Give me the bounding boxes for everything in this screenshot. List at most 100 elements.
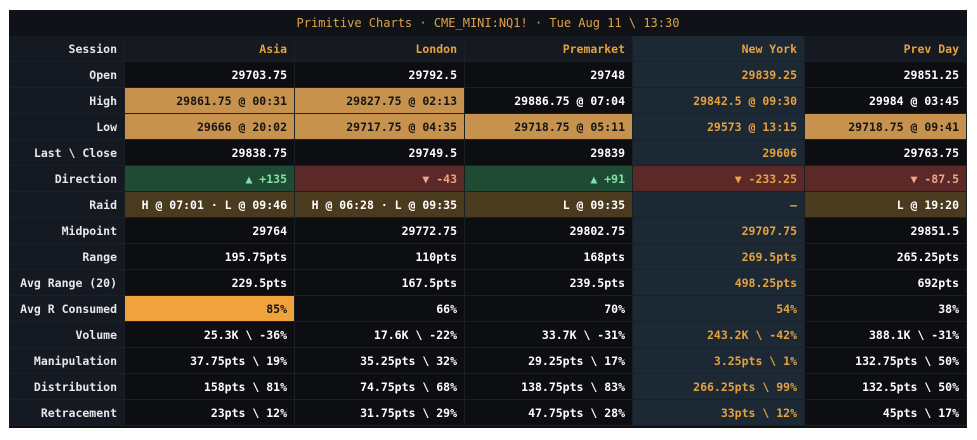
cell-premarket: 29886.75 @ 07:04	[465, 88, 633, 114]
cell-london: 29749.5	[295, 140, 465, 166]
row-label: Range	[9, 244, 125, 270]
cell-london: 29717.75 @ 04:35	[295, 114, 465, 140]
cell-new-york: 33pts \ 12%	[633, 400, 805, 426]
row-label: Open	[9, 62, 125, 88]
cell-asia: 229.5pts	[125, 270, 295, 296]
table-row-distribution: Distribution 158pts \ 81% 74.75pts \ 68%…	[9, 374, 967, 400]
row-label: Midpoint	[9, 218, 125, 244]
cell-london: 35.25pts \ 32%	[295, 348, 465, 374]
cell-prev-day: 388.1K \ -31%	[805, 322, 967, 348]
cell-premarket: 29839	[465, 140, 633, 166]
cell-premarket: 29.25pts \ 17%	[465, 348, 633, 374]
row-label: Avg R Consumed	[9, 296, 125, 322]
table-row-low: Low 29666 @ 20:02 29717.75 @ 04:35 29718…	[9, 114, 967, 140]
row-label: Distribution	[9, 374, 125, 400]
table-row-high: High 29861.75 @ 00:31 29827.75 @ 02:13 2…	[9, 88, 967, 114]
cell-london: 29772.75	[295, 218, 465, 244]
cell-prev-day: 29718.75 @ 09:41	[805, 114, 967, 140]
cell-asia: 23pts \ 12%	[125, 400, 295, 426]
header-session: Session	[9, 36, 125, 62]
cell-new-york: 29606	[633, 140, 805, 166]
cell-prev-day: 132.5pts \ 50%	[805, 374, 967, 400]
cell-premarket: 29802.75	[465, 218, 633, 244]
table-row-open: Open 29703.75 29792.5 29748 29839.25 298…	[9, 62, 967, 88]
cell-new-york: 29839.25	[633, 62, 805, 88]
cell-asia: 29838.75	[125, 140, 295, 166]
cell-new-york: 266.25pts \ 99%	[633, 374, 805, 400]
cell-london: 17.6K \ -22%	[295, 322, 465, 348]
cell-asia: 29703.75	[125, 62, 295, 88]
cell-premarket: 138.75pts \ 83%	[465, 374, 633, 400]
cell-london: 167.5pts	[295, 270, 465, 296]
panel-title: Primitive Charts · CME_MINI:NQ1! · Tue A…	[9, 10, 967, 36]
cell-new-york: 269.5pts	[633, 244, 805, 270]
row-label: High	[9, 88, 125, 114]
table-row-volume: Volume 25.3K \ -36% 17.6K \ -22% 33.7K \…	[9, 322, 967, 348]
row-label: Last \ Close	[9, 140, 125, 166]
table-row-avg-r-consumed: Avg R Consumed 85% 66% 70% 54% 38%	[9, 296, 967, 322]
cell-new-york: 498.25pts	[633, 270, 805, 296]
table-row-avg-range: Avg Range (20) 229.5pts 167.5pts 239.5pt…	[9, 270, 967, 296]
table-row-direction: Direction ▲ +135 ▼ -43 ▲ +91 ▼ -233.25 ▼…	[9, 166, 967, 192]
cell-prev-day: 29984 @ 03:45	[805, 88, 967, 114]
table-row-range: Range 195.75pts 110pts 168pts 269.5pts 2…	[9, 244, 967, 270]
cell-asia: H @ 07:01 · L @ 09:46	[125, 192, 295, 218]
table-row-manipulation: Manipulation 37.75pts \ 19% 35.25pts \ 3…	[9, 348, 967, 374]
cell-premarket: 33.7K \ -31%	[465, 322, 633, 348]
cell-london: 66%	[295, 296, 465, 322]
header-prev-day: Prev Day	[805, 36, 967, 62]
cell-asia: 25.3K \ -36%	[125, 322, 295, 348]
cell-new-york: ▼ -233.25	[633, 166, 805, 192]
cell-new-york: 29573 @ 13:15	[633, 114, 805, 140]
cell-new-york: 29842.5 @ 09:30	[633, 88, 805, 114]
cell-premarket: L @ 09:35	[465, 192, 633, 218]
cell-london: 110pts	[295, 244, 465, 270]
cell-asia: 29861.75 @ 00:31	[125, 88, 295, 114]
cell-asia: ▲ +135	[125, 166, 295, 192]
row-label: Avg Range (20)	[9, 270, 125, 296]
cell-london: 31.75pts \ 29%	[295, 400, 465, 426]
cell-premarket: 29718.75 @ 05:11	[465, 114, 633, 140]
cell-new-york: –	[633, 192, 805, 218]
table-row-midpoint: Midpoint 29764 29772.75 29802.75 29707.7…	[9, 218, 967, 244]
cell-premarket: 29748	[465, 62, 633, 88]
row-label: Volume	[9, 322, 125, 348]
cell-prev-day: 265.25pts	[805, 244, 967, 270]
table-header-row: Session Asia London Premarket New York P…	[9, 36, 967, 62]
header-london: London	[295, 36, 465, 62]
table-row-last-close: Last \ Close 29838.75 29749.5 29839 2960…	[9, 140, 967, 166]
cell-prev-day: 132.75pts \ 50%	[805, 348, 967, 374]
cell-premarket: 239.5pts	[465, 270, 633, 296]
row-label: Retracement	[9, 400, 125, 426]
row-label: Low	[9, 114, 125, 140]
cell-new-york: 29707.75	[633, 218, 805, 244]
cell-prev-day: 692pts	[805, 270, 967, 296]
cell-london: ▼ -43	[295, 166, 465, 192]
cell-new-york: 54%	[633, 296, 805, 322]
cell-premarket: ▲ +91	[465, 166, 633, 192]
cell-prev-day: ▼ -87.5	[805, 166, 967, 192]
row-label: Raid	[9, 192, 125, 218]
cell-london: H @ 06:28 · L @ 09:35	[295, 192, 465, 218]
header-asia: Asia	[125, 36, 295, 62]
cell-london: 74.75pts \ 68%	[295, 374, 465, 400]
cell-prev-day: 29851.25	[805, 62, 967, 88]
session-stats-panel: Primitive Charts · CME_MINI:NQ1! · Tue A…	[9, 10, 967, 428]
cell-asia: 37.75pts \ 19%	[125, 348, 295, 374]
cell-premarket: 168pts	[465, 244, 633, 270]
table-row-raid: Raid H @ 07:01 · L @ 09:46 H @ 06:28 · L…	[9, 192, 967, 218]
row-label: Direction	[9, 166, 125, 192]
session-table: Session Asia London Premarket New York P…	[9, 36, 967, 426]
table-row-retracement: Retracement 23pts \ 12% 31.75pts \ 29% 4…	[9, 400, 967, 426]
cell-new-york: 3.25pts \ 1%	[633, 348, 805, 374]
cell-asia: 85%	[125, 296, 295, 322]
cell-premarket: 70%	[465, 296, 633, 322]
cell-asia: 158pts \ 81%	[125, 374, 295, 400]
header-new-york: New York	[633, 36, 805, 62]
cell-prev-day: 38%	[805, 296, 967, 322]
cell-asia: 29666 @ 20:02	[125, 114, 295, 140]
cell-prev-day: 29851.5	[805, 218, 967, 244]
cell-asia: 29764	[125, 218, 295, 244]
cell-prev-day: L @ 19:20	[805, 192, 967, 218]
cell-new-york: 243.2K \ -42%	[633, 322, 805, 348]
